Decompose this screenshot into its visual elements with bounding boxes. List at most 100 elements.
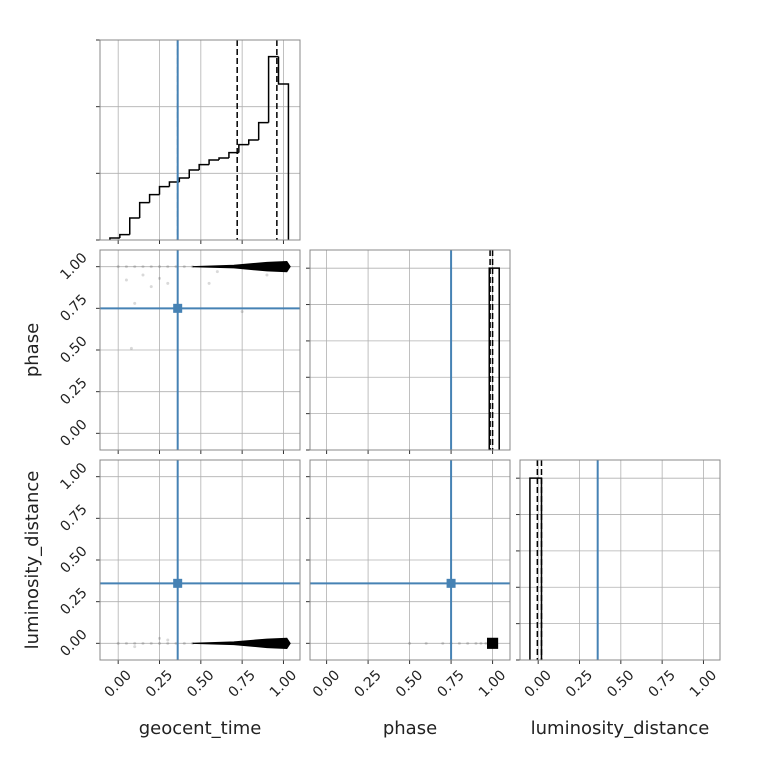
x-tick-label: 1.00 (687, 667, 720, 700)
panel-frame (99, 459, 301, 661)
sample-point (124, 265, 128, 269)
x-tick-label: 0.75 (434, 667, 467, 700)
x-tick-label: 1.00 (476, 667, 509, 700)
sample-point (133, 301, 137, 305)
histogram-step (119, 233, 130, 238)
sample-point (166, 641, 170, 645)
x-tick-label: 0.25 (351, 667, 384, 700)
sample-point (479, 641, 483, 645)
y-tick-label: 0.75 (57, 502, 90, 535)
x-tick-label: 0.75 (225, 667, 258, 700)
x-tick-label: 0.50 (393, 667, 426, 700)
x-tick-label: 1.00 (267, 667, 300, 700)
plot-area (310, 460, 510, 660)
contour (192, 637, 291, 649)
histogram-step (488, 267, 500, 450)
y-axis-label: phase (22, 323, 43, 377)
truth-marker (173, 303, 183, 313)
sample-point (124, 278, 128, 282)
sample-point (141, 641, 145, 645)
truth-marker (446, 578, 456, 588)
histogram-step (228, 151, 239, 158)
sample-point (265, 273, 269, 277)
x-tick-label: 0.25 (143, 667, 176, 700)
histogram-step (238, 143, 249, 153)
plot-area (100, 250, 300, 450)
panel: 0.00 0.25 0.50 0.75 1.000.000.250.500.751.00… (22, 459, 301, 739)
sample-point (149, 265, 153, 269)
histogram-step (277, 56, 290, 240)
x-axis-label: luminosity_distance (531, 718, 710, 739)
x-tick-label: 0.50 (184, 667, 217, 700)
panel-frame (99, 249, 301, 451)
panel-frame (309, 249, 511, 451)
sample-point (424, 641, 428, 645)
histogram-step (208, 159, 220, 165)
sample-point (133, 645, 137, 649)
sample-point (124, 641, 128, 645)
sample-point (240, 310, 244, 314)
contour (192, 261, 291, 273)
sample-point (166, 638, 170, 642)
plot-area (109, 40, 290, 240)
histogram-step (529, 477, 543, 660)
y-tick-label: 0.00 (57, 627, 90, 660)
sample-point (158, 641, 162, 645)
histogram-step (138, 201, 150, 218)
histogram-step (129, 217, 140, 235)
sample-point (484, 641, 488, 645)
y-tick-label: 0.00 (57, 417, 90, 450)
histogram-step (109, 237, 120, 240)
x-tick-label: 0.50 (604, 667, 637, 700)
sample-point (149, 285, 153, 289)
sample-point (441, 641, 445, 645)
sample-point (158, 276, 162, 280)
contour (486, 637, 499, 649)
sample-point (408, 641, 412, 645)
x-axis-label: phase (383, 718, 437, 739)
sample-point (182, 265, 186, 269)
histogram-step (178, 177, 190, 182)
y-tick-label: 0.25 (57, 585, 90, 618)
y-tick-label: 0.25 (57, 375, 90, 408)
x-tick-label: 0.75 (645, 667, 678, 700)
panel: 0.00 0.25 0.50 0.75 1.00 luminosity_distance (516, 459, 721, 739)
sample-point (166, 265, 170, 269)
panel-frame (309, 459, 511, 661)
x-tick-label: 0.25 (563, 667, 596, 700)
panel-frame (99, 39, 301, 241)
y-tick-label: 1.00 (57, 250, 90, 283)
x-tick-label: 0.00 (522, 667, 555, 700)
y-axis-label: luminosity_distance (22, 471, 43, 650)
sample-point (182, 641, 186, 645)
plot-area (100, 460, 300, 660)
panel-frame (519, 459, 721, 661)
sample-point (133, 265, 137, 269)
sample-point (149, 641, 153, 645)
histogram-step (257, 121, 269, 140)
sample-point (457, 641, 461, 645)
sample-point (166, 281, 170, 285)
sample-point (215, 270, 219, 274)
sample-point (158, 636, 162, 640)
sample-point (158, 265, 162, 269)
sample-point (141, 273, 145, 277)
y-tick-label: 0.75 (57, 292, 90, 325)
x-tick-label: 0.00 (310, 667, 343, 700)
histogram-step (218, 157, 229, 160)
y-tick-label: 0.50 (57, 543, 90, 576)
sample-point (141, 265, 145, 269)
plot-area (450, 250, 500, 450)
histogram-step (158, 185, 170, 195)
x-tick-label: 0.00 (102, 667, 135, 700)
histogram-step (267, 55, 279, 123)
panel (96, 39, 301, 244)
sample-point (466, 641, 470, 645)
truth-marker (173, 578, 183, 588)
sample-point (207, 281, 211, 285)
sample-point (474, 641, 478, 645)
histogram-step (248, 139, 259, 145)
